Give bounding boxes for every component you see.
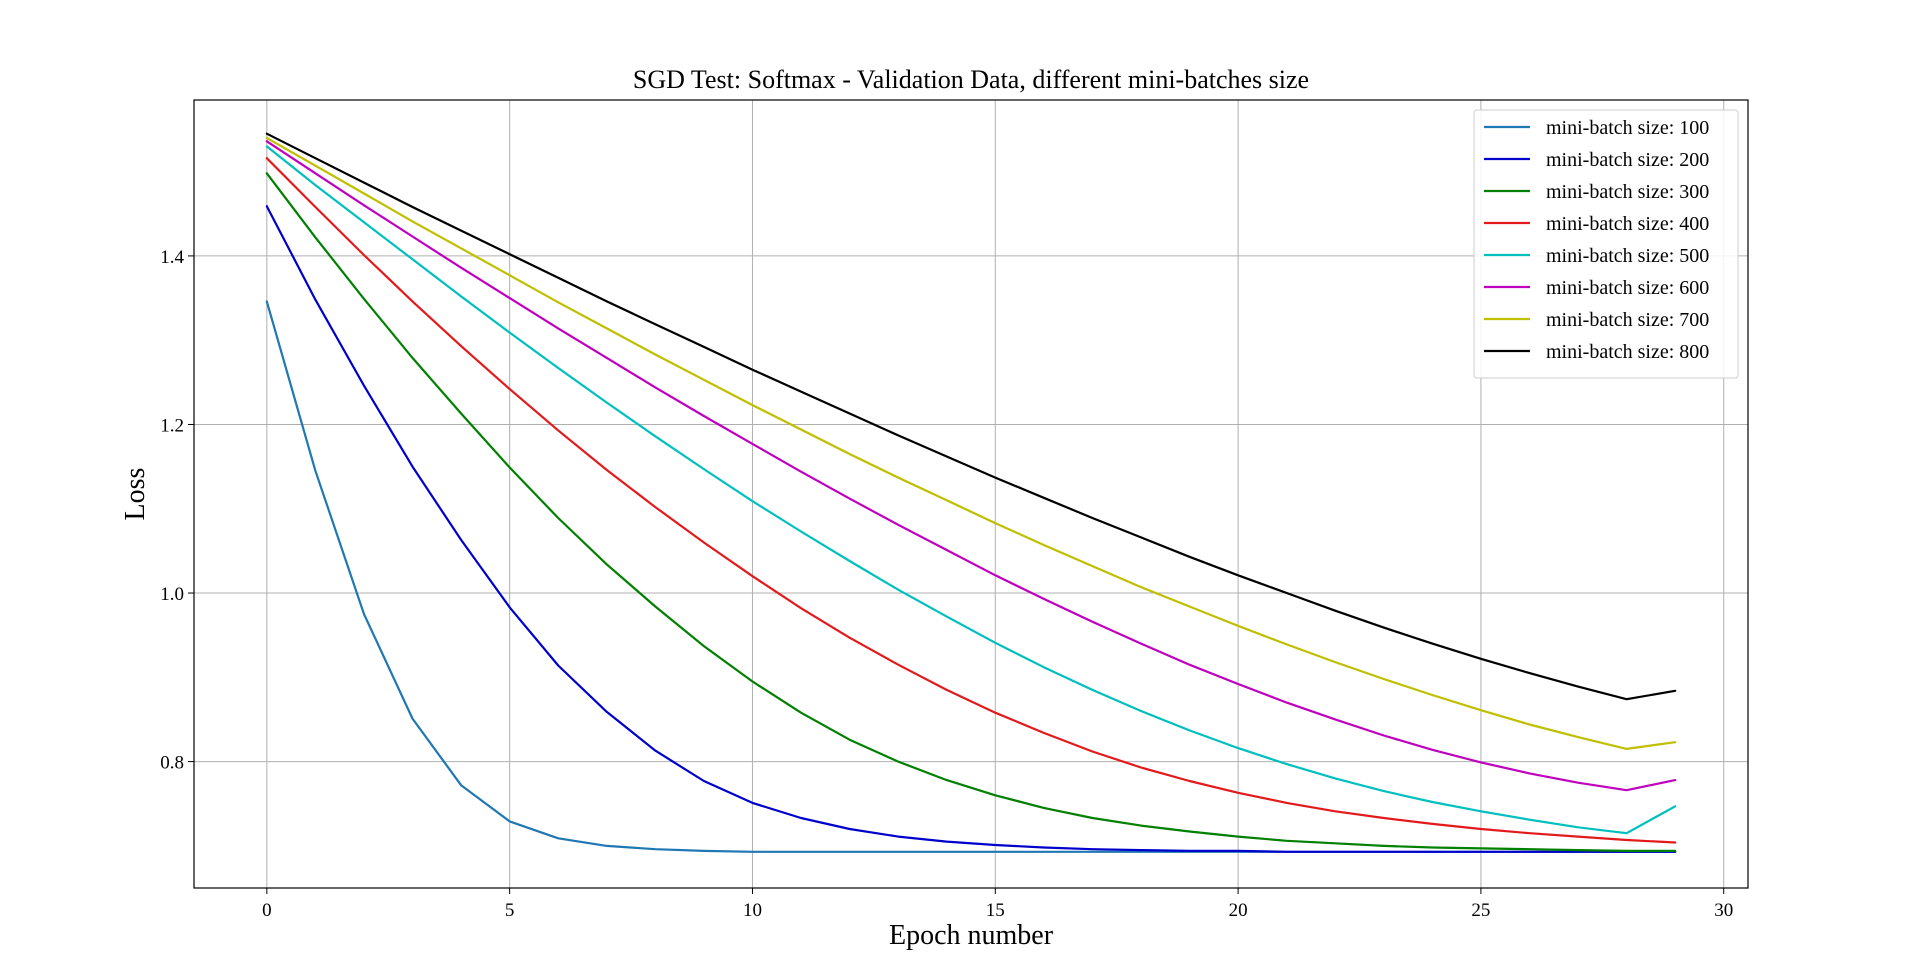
x-tick-label: 20 xyxy=(1229,900,1248,921)
x-tick-label: 5 xyxy=(505,900,515,921)
legend-label: mini-batch size: 300 xyxy=(1546,181,1709,203)
series-line xyxy=(265,145,1677,835)
plot-frame xyxy=(193,99,1749,889)
series-line xyxy=(265,140,1677,792)
y-tick-label: 0.8 xyxy=(160,753,184,774)
x-tick-label: 15 xyxy=(986,900,1005,921)
axis-ticks: 0 5 10 15 20 25 30 0.8 1.0 1.2 1.4 xyxy=(160,247,1733,921)
y-axis-label: Loss xyxy=(120,468,151,521)
series-lines xyxy=(265,132,1677,853)
legend: mini-batch size: 100 mini-batch size: 200… xyxy=(1473,109,1739,379)
x-tick-label: 30 xyxy=(1714,900,1733,921)
legend-label: mini-batch size: 700 xyxy=(1546,309,1709,331)
x-tick-label: 10 xyxy=(743,900,762,921)
legend-box xyxy=(1473,109,1739,379)
series-line xyxy=(265,136,1677,751)
legend-label: mini-batch size: 200 xyxy=(1546,149,1709,171)
x-tick-label: 0 xyxy=(262,900,272,921)
x-tick-label: 25 xyxy=(1471,900,1490,921)
chart-title: SGD Test: Softmax - Validation Data, dif… xyxy=(633,65,1309,94)
legend-label: mini-batch size: 500 xyxy=(1546,245,1709,267)
legend-label: mini-batch size: 600 xyxy=(1546,277,1709,299)
series-line xyxy=(265,172,1677,853)
legend-label: mini-batch size: 100 xyxy=(1546,117,1709,139)
legend-label: mini-batch size: 400 xyxy=(1546,213,1709,235)
legend-label: mini-batch size: 800 xyxy=(1546,341,1709,363)
series-line xyxy=(265,157,1677,844)
y-tick-label: 1.4 xyxy=(160,247,184,268)
y-tick-label: 1.2 xyxy=(160,415,184,436)
series-line xyxy=(265,205,1677,853)
series-line xyxy=(265,300,1677,853)
x-axis-label: Epoch number xyxy=(889,920,1054,951)
series-line xyxy=(265,132,1677,701)
y-tick-label: 1.0 xyxy=(160,584,184,605)
